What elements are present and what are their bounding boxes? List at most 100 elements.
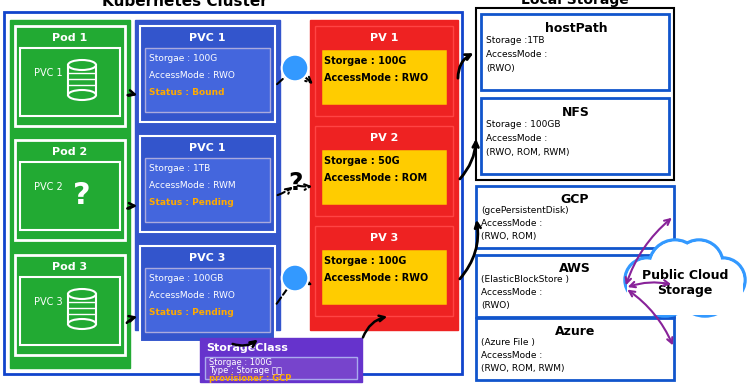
Text: PVC 2: PVC 2 xyxy=(34,182,62,192)
Text: (ElasticBlockStore ): (ElasticBlockStore ) xyxy=(481,275,569,284)
Bar xyxy=(68,294,96,324)
Text: Pod 3: Pod 3 xyxy=(53,262,88,272)
Text: (RWO): (RWO) xyxy=(481,301,510,310)
Text: (RWO, ROM): (RWO, ROM) xyxy=(481,232,536,241)
Text: Storgae : 100G: Storgae : 100G xyxy=(324,256,406,266)
Text: (RWO): (RWO) xyxy=(486,64,514,73)
Text: (Azure File ): (Azure File ) xyxy=(481,338,535,347)
Bar xyxy=(315,126,453,216)
Text: AccessMode : RWO: AccessMode : RWO xyxy=(149,71,235,80)
Bar xyxy=(145,268,270,332)
Text: AccessMode :: AccessMode : xyxy=(481,288,542,297)
Bar xyxy=(481,98,669,174)
Bar xyxy=(140,246,275,342)
Text: AccessMode :: AccessMode : xyxy=(481,351,542,360)
Text: (RWO, ROM, RWM): (RWO, ROM, RWM) xyxy=(486,148,569,157)
Text: GCP: GCP xyxy=(561,193,590,206)
Text: Azure: Azure xyxy=(555,325,596,338)
Bar xyxy=(205,357,357,379)
Bar xyxy=(135,20,280,330)
Ellipse shape xyxy=(68,90,96,100)
Circle shape xyxy=(675,240,723,288)
Bar xyxy=(68,65,96,95)
Text: NFS: NFS xyxy=(562,106,590,119)
Bar xyxy=(15,255,125,355)
Ellipse shape xyxy=(68,289,96,299)
Text: PVC 1: PVC 1 xyxy=(34,68,62,78)
Text: Pod 2: Pod 2 xyxy=(53,147,88,157)
Circle shape xyxy=(650,241,700,291)
Text: AccessMode : RWO: AccessMode : RWO xyxy=(324,273,428,283)
Bar xyxy=(627,283,743,315)
Text: Storgae : 100G: Storgae : 100G xyxy=(324,56,406,66)
Text: ✱: ✱ xyxy=(286,58,304,78)
Text: Storgae : 100G: Storgae : 100G xyxy=(209,358,272,367)
Text: Local Storage: Local Storage xyxy=(521,0,628,7)
Text: PVC 1: PVC 1 xyxy=(189,143,225,153)
Text: ?: ? xyxy=(288,171,302,195)
Text: Storgae : 50G: Storgae : 50G xyxy=(324,156,400,166)
Circle shape xyxy=(676,257,734,314)
Circle shape xyxy=(626,259,668,301)
Bar xyxy=(476,186,674,248)
Bar xyxy=(140,136,275,232)
Text: hostPath: hostPath xyxy=(544,22,608,35)
Text: Storage :1TB: Storage :1TB xyxy=(486,36,544,45)
Bar xyxy=(10,20,130,368)
Text: AccessMode : RWM: AccessMode : RWM xyxy=(149,181,236,190)
Bar xyxy=(15,140,125,240)
Text: AccessMode : RWO: AccessMode : RWO xyxy=(324,73,428,83)
Bar xyxy=(4,12,462,374)
Text: Storgae : 100G: Storgae : 100G xyxy=(149,54,217,63)
Circle shape xyxy=(676,241,722,287)
Text: Status : Pending: Status : Pending xyxy=(149,308,234,317)
Bar xyxy=(320,248,448,306)
Bar xyxy=(320,148,448,206)
Bar xyxy=(20,48,120,116)
Circle shape xyxy=(635,256,695,316)
Circle shape xyxy=(637,257,694,314)
Bar xyxy=(140,26,275,122)
Text: Storage : 100GB: Storage : 100GB xyxy=(486,120,560,129)
Text: Storgae : 1TB: Storgae : 1TB xyxy=(149,164,210,173)
Bar xyxy=(145,48,270,112)
Text: AccessMode : ROM: AccessMode : ROM xyxy=(324,173,428,183)
Text: Status : Pending: Status : Pending xyxy=(149,198,234,207)
Circle shape xyxy=(675,256,735,316)
Bar xyxy=(315,226,453,316)
Text: AWS: AWS xyxy=(559,262,591,275)
Text: AccessMode : RWO: AccessMode : RWO xyxy=(149,291,235,300)
Text: PVC 1: PVC 1 xyxy=(189,33,225,43)
Bar xyxy=(476,318,674,380)
Text: Type : Storage 종류: Type : Storage 종류 xyxy=(209,366,282,375)
Bar xyxy=(15,26,125,126)
Bar xyxy=(145,158,270,222)
Bar xyxy=(481,14,669,90)
Text: AccessMode :: AccessMode : xyxy=(486,134,548,143)
Text: Status : Bound: Status : Bound xyxy=(149,88,224,97)
Circle shape xyxy=(649,240,701,292)
Bar xyxy=(476,8,674,180)
Text: Storgae : 100GB: Storgae : 100GB xyxy=(149,274,224,283)
Text: Pod 1: Pod 1 xyxy=(53,33,88,43)
Bar xyxy=(20,277,120,345)
Text: (gcePersistentDisk): (gcePersistentDisk) xyxy=(481,206,568,215)
Bar xyxy=(20,162,120,230)
Text: ✱: ✱ xyxy=(286,268,304,288)
Text: PV 3: PV 3 xyxy=(370,233,398,243)
Text: AccessMode :: AccessMode : xyxy=(481,219,542,228)
Text: AccessMode :: AccessMode : xyxy=(486,50,548,59)
Text: provisioner : GCP: provisioner : GCP xyxy=(209,374,291,383)
Circle shape xyxy=(703,259,743,301)
Bar xyxy=(476,255,674,317)
Bar xyxy=(200,338,362,382)
Text: PVC 3: PVC 3 xyxy=(189,253,225,263)
Bar xyxy=(315,26,453,116)
Circle shape xyxy=(701,258,745,302)
Text: ?: ? xyxy=(74,181,91,209)
Ellipse shape xyxy=(68,319,96,329)
Bar xyxy=(310,20,458,330)
Text: (RWO, ROM, RWM): (RWO, ROM, RWM) xyxy=(481,364,565,373)
Ellipse shape xyxy=(68,60,96,70)
Text: PV 2: PV 2 xyxy=(370,133,398,143)
